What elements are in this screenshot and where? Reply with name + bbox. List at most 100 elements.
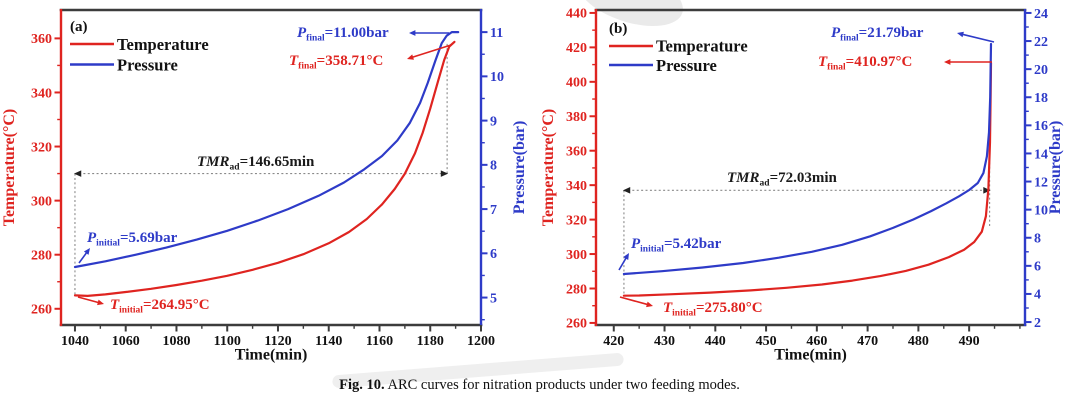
- y-left-tick-label: 320: [31, 140, 52, 155]
- arrowhead: [73, 170, 82, 177]
- arrowhead: [646, 301, 653, 308]
- annotation-t-final-label: Tfinal=410.97°C: [818, 54, 912, 73]
- figure-caption: Fig. 10. ARC curves for nitration produc…: [0, 377, 1079, 394]
- y-axis-left: 260 280 300 320 340 360 Temperature(°C): [1, 32, 61, 318]
- y-left-axis-title: Temperature(°C): [1, 109, 18, 226]
- x-tick-label: 1180: [417, 334, 444, 349]
- x-tick-label: 1080: [162, 334, 190, 349]
- annotation-t-final: Tfinal=358.71°C: [289, 44, 452, 72]
- y-right-axis-title: Pressure(bar): [511, 121, 528, 215]
- x-tick-label: 450: [756, 334, 777, 349]
- y-right-tick-label: 7: [490, 203, 497, 218]
- arrowhead: [440, 170, 449, 177]
- y-left-tick-label: 260: [31, 303, 52, 318]
- annotation-t-final-arrow-line: [410, 44, 452, 59]
- x-tick-label: 1160: [366, 334, 393, 349]
- tmr-guides: [622, 158, 991, 295]
- y-axis-left: 260 280 300 320 340 360 380 400 420 440 Temperatur…: [540, 7, 596, 332]
- x-tick-label: 1100: [214, 334, 241, 349]
- annotation-t-initial-arrow-line: [77, 296, 101, 304]
- panel-label: (a): [70, 19, 88, 35]
- annotation-p-final-arrow-line: [960, 33, 995, 43]
- tmr-label: TMRad=72.03min: [727, 170, 838, 189]
- annotation-p-final: Pfinal=21.79bar: [831, 25, 995, 44]
- y-right-axis-title: Pressure(bar): [1047, 121, 1064, 215]
- annotation-p-initial-arrow-line: [78, 250, 89, 264]
- chart-panel-a: 1040 1060 1080 1100 1120 1140 1160 1180 1200 Time…: [1, 8, 528, 364]
- annotation-p-final-label: Pfinal=21.79bar: [831, 25, 924, 44]
- y-left-tick-label: 380: [566, 110, 587, 125]
- pressure-curve: [622, 42, 993, 276]
- x-tick-label: 470: [857, 334, 878, 349]
- arrowhead: [944, 59, 951, 65]
- tmr-label: TMRad=146.65min: [197, 154, 315, 173]
- y-right-tick-label: 6: [490, 247, 497, 262]
- arrowhead: [622, 187, 631, 194]
- x-tick-label: 490: [959, 334, 980, 349]
- x-tick-label: 430: [654, 334, 675, 349]
- y-right-tick-label: 2: [1034, 316, 1041, 331]
- panel-label: (b): [609, 21, 627, 37]
- x-axis: 1040 1060 1080 1100 1120 1140 1160 1180 1200 Time…: [61, 325, 495, 364]
- y-right-tick-label: 4: [1034, 288, 1041, 303]
- annotation-p-final: Pfinal=11.00bar: [297, 25, 449, 44]
- annotation-p-initial: Pinitial=5.69bar: [78, 230, 178, 264]
- temperature-curve: [622, 61, 993, 297]
- x-axis-title: Time(min): [235, 347, 308, 364]
- annotation-t-initial-label: Tinitial=275.80°C: [663, 300, 763, 319]
- y-left-tick-label: 280: [31, 248, 52, 263]
- y-right-tick-label: 8: [1034, 232, 1041, 247]
- y-left-tick-label: 360: [566, 145, 587, 160]
- y-right-tick-label: 24: [1034, 7, 1048, 22]
- caption-text: ARC curves for nitration products under …: [384, 377, 740, 393]
- annotation-t-initial-label: Tinitial=264.95°C: [110, 297, 210, 316]
- y-right-tick-label: 22: [1034, 35, 1048, 50]
- y-right-tick-label: 14: [1034, 147, 1048, 162]
- y-right-tick-label: 16: [1034, 119, 1048, 134]
- x-tick-label: 1040: [61, 334, 89, 349]
- x-tick-label: 420: [603, 334, 624, 349]
- arrowhead: [97, 299, 104, 306]
- legend-label-temperature: Temperature: [656, 37, 748, 56]
- x-axis: 420 430 440 450 460 470 480 490 Time(min): [603, 325, 1021, 364]
- y-right-tick-label: 20: [1034, 63, 1048, 78]
- x-tick-label: 1120: [264, 334, 291, 349]
- y-right-tick-label: 9: [490, 114, 497, 129]
- annotation-p-initial: Pinitial=5.42bar: [618, 236, 722, 271]
- annotation-p-initial-label: Pinitial=5.69bar: [87, 230, 178, 249]
- y-right-tick-label: 18: [1034, 91, 1048, 106]
- y-right-tick-label: 12: [1034, 175, 1048, 190]
- arrowhead: [409, 30, 416, 36]
- y-right-tick-label: 10: [490, 70, 504, 85]
- temperature-curve: [73, 40, 456, 297]
- arrowhead: [83, 248, 90, 255]
- plot-frame: [59, 8, 483, 327]
- annotation-t-final: Tfinal=410.97°C: [818, 54, 992, 73]
- annotation-p-initial-label: Pinitial=5.42bar: [631, 236, 722, 255]
- y-left-tick-label: 440: [566, 7, 587, 22]
- y-axis-right: 5 6 7 8 9 10 11 Pressure(bar): [481, 26, 528, 321]
- arrowhead: [957, 31, 964, 38]
- annotation-t-initial: Tinitial=275.80°C: [619, 296, 763, 319]
- y-right-tick-label: 11: [490, 26, 503, 41]
- y-left-tick-label: 260: [566, 317, 587, 332]
- annotation-t-final-label: Tfinal=358.71°C: [289, 53, 383, 72]
- x-tick-label: 1140: [315, 334, 342, 349]
- x-tick-label: 1200: [467, 334, 495, 349]
- x-tick-label: 460: [806, 334, 827, 349]
- y-right-tick-label: 8: [490, 159, 497, 174]
- y-right-tick-label: 5: [490, 291, 497, 306]
- annotation-t-initial: Tinitial=264.95°C: [77, 296, 210, 316]
- arrowhead: [407, 54, 414, 60]
- arrowhead: [983, 187, 991, 194]
- y-right-tick-label: 10: [1034, 203, 1048, 218]
- caption-label: Fig. 10.: [339, 377, 385, 393]
- legend-label-temperature: Temperature: [117, 35, 209, 54]
- x-tick-label: 440: [705, 334, 726, 349]
- y-left-axis-title: Temperature(°C): [540, 109, 557, 226]
- y-right-tick-label: 6: [1034, 260, 1041, 275]
